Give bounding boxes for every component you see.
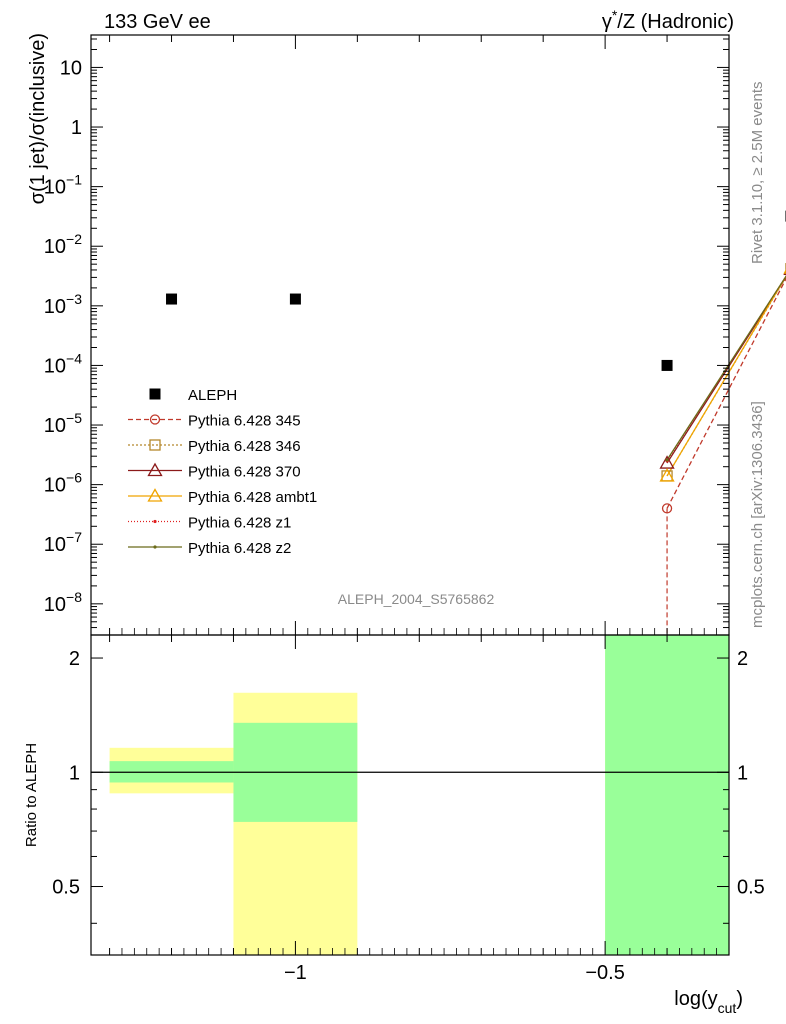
ratio-frame <box>90 634 730 956</box>
main-ytick-label-7: 10−1 <box>44 172 82 199</box>
series-4-point-0 <box>659 468 675 482</box>
legend-marker-2 <box>149 439 161 451</box>
series-6-point-0 <box>665 458 669 462</box>
legend-label-6: Pythia 6.428 z2 <box>188 540 291 557</box>
legend-label-0: ALEPH <box>188 387 237 404</box>
ratio-stat-band-2 <box>605 635 729 955</box>
main-ytick-label-1: 10−7 <box>44 529 82 556</box>
series-line-1 <box>666 277 786 509</box>
ratio-panel <box>91 635 729 955</box>
main-ytick-label-8: 1 <box>71 117 82 139</box>
series-0-point-1 <box>289 293 301 305</box>
main-ylabel: σ(1 jet)/σ(inclusive) <box>27 33 49 204</box>
main-ytick-label-9: 10 <box>60 57 82 79</box>
ratio-ytick-label-left-0: 0.5 <box>52 877 80 899</box>
legend-label-3: Pythia 6.428 370 <box>188 464 301 481</box>
legend-marker-5 <box>153 519 157 524</box>
legend-marker-1 <box>149 414 161 425</box>
xlabel: log(ycut) <box>674 988 743 1016</box>
legend-marker-6 <box>153 545 157 549</box>
main-ytick-label-6: 10−2 <box>44 231 82 258</box>
legend-label-5: Pythia 6.428 z1 <box>188 515 291 532</box>
series-line-4 <box>666 275 786 477</box>
main-frame <box>90 34 730 636</box>
rivet-label: Rivet 3.1.10, ≥ 2.5M events <box>749 82 766 265</box>
ratio-ylabel: Ratio to ALEPH <box>23 743 40 847</box>
plot-frames: 10−8 10−7 10−6 10−5 10−4 10−3 10−2 10−1 1 10 0.5 0.… <box>44 34 765 984</box>
series-1-point-0 <box>661 503 673 514</box>
header-right: γ*/Z (Hadronic) <box>602 7 734 33</box>
legend-label-2: Pythia 6.428 346 <box>188 438 301 455</box>
main-ytick-label-5: 10−3 <box>44 291 82 318</box>
legend-marker-4 <box>147 488 163 502</box>
legend-marker-3 <box>147 462 163 477</box>
legend-marker-0 <box>149 388 161 400</box>
ratio-ytick-label-right-2: 2 <box>737 648 748 670</box>
main-ytick-label-4: 10−4 <box>44 350 82 377</box>
ratio-ytick-label-left-2: 2 <box>69 648 80 670</box>
series-0-point-2 <box>661 359 673 371</box>
analysis-watermark: ALEPH_2004_S5765862 <box>338 591 495 607</box>
main-ytick-label-0: 10−8 <box>44 589 82 616</box>
mcplots-label: mcplots.cern.ch [arXiv:1306.3436] <box>749 401 766 628</box>
legend: ALEPH Pythia 6.428 345 Pythia 6.428 346 Pyt… <box>128 387 317 557</box>
ratio-ytick-label-right-1: 1 <box>737 762 748 784</box>
xtick-label-0: −1 <box>284 962 307 984</box>
series-0-point-0 <box>166 293 178 305</box>
ratio-ytick-label-right-0: 0.5 <box>737 877 765 899</box>
main-ytick-label-2: 10−6 <box>44 470 82 497</box>
legend-label-1: Pythia 6.428 345 <box>188 413 301 430</box>
main-ytick-label-3: 10−5 <box>44 410 82 437</box>
series-3-point-0 <box>659 455 675 469</box>
legend-label-4: Pythia 6.428 ambt1 <box>188 489 317 506</box>
xtick-label-1: −0.5 <box>585 962 624 984</box>
ratio-ytick-label-left-1: 1 <box>69 762 80 784</box>
header-left: 133 GeV ee <box>104 11 211 33</box>
